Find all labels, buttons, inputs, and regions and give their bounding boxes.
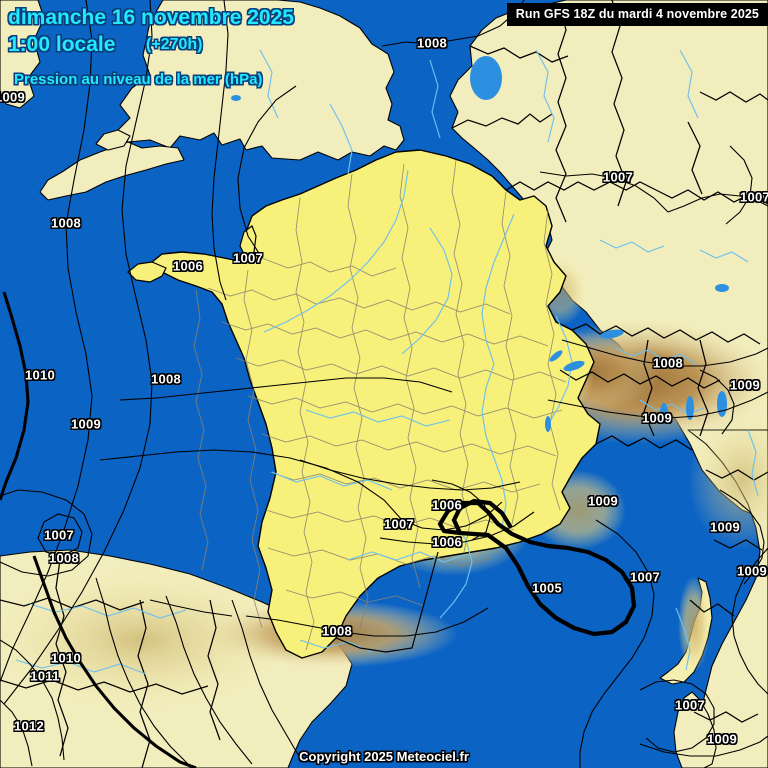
isobar-1010-west [0,291,30,501]
rivers [15,49,759,675]
isobar-1009-sardinia [639,735,768,757]
isobar-1007-channel [211,0,229,301]
relief-corsica-spine [678,576,710,672]
isobar-1007-germany [539,171,669,213]
lake-geneva [563,360,585,372]
relief-italy-apennines [688,410,768,550]
lake-small-uk [231,95,241,101]
isobar-1007-germany3 [725,145,753,225]
forecast-date: dimanche 16 novembre 2025 [8,6,294,29]
isobar-1007-low-left [37,513,83,557]
isobar-1010-spain [32,555,197,768]
lakes [231,56,729,432]
isobar-1007-france [119,377,453,401]
isobar-1009-italy [719,489,765,585]
isobar-1006-ne [299,459,521,491]
isobar-1009-italy2 [731,547,768,695]
landmass-wales [95,129,131,151]
isobar-1007-sardinia [639,679,715,753]
lake-bourget [545,416,551,432]
isobar-1009-alps2 [699,369,735,435]
isobar-1009-west [3,0,153,705]
lake-north-de [715,284,729,292]
isobar-1012-spain [0,699,33,767]
landmass-great-britain [117,0,405,161]
isobar-1008-pyrenees [245,607,489,637]
lake-como [686,396,694,420]
model-run-banner: Run GFS 18Z du mardi 4 novembre 2025 [506,3,768,26]
copyright-notice: Copyright 2025 Meteociel.fr [299,749,469,764]
isobar-1006-mid [379,511,535,545]
forecast-lead-hour: (+270h) [146,36,203,53]
isobar-1011-spain [0,639,65,761]
isobar-1007-france-mid [99,449,403,521]
lake-maggiore [660,403,668,425]
isobar-1007-tyrrhenian [579,519,655,768]
lake-garda [717,391,727,417]
france-brittany-tip [127,261,167,283]
parameter-label: Pression au niveau de la mer (hPa) [14,71,263,88]
france-cotentin [239,225,257,259]
isobar-1008-pyr2 [149,599,233,617]
isobar-1011b-spain [95,577,189,765]
isobar-1008-alps [561,339,768,367]
isobar-1012b-spain [165,595,253,765]
lake-neuchatel [549,350,563,362]
isobar-1006-brittany [237,85,297,259]
isobar-1005-bold-low-north [451,498,513,536]
landmass-ireland [0,0,45,109]
landmass-france [151,149,601,659]
isobar-1007-germany2 [667,193,768,213]
isobar-extra-spain [231,599,301,759]
isobar-1008-west [0,0,93,683]
lake-ijsselmeer [470,56,502,100]
relief-spain-north [0,570,290,710]
lake-constance [600,329,624,339]
isobar-1009-alps [547,391,768,419]
landmass-sardinia [673,691,717,768]
forecast-time: 1:00 locale [8,33,116,56]
landmass-cornwall [39,141,185,201]
